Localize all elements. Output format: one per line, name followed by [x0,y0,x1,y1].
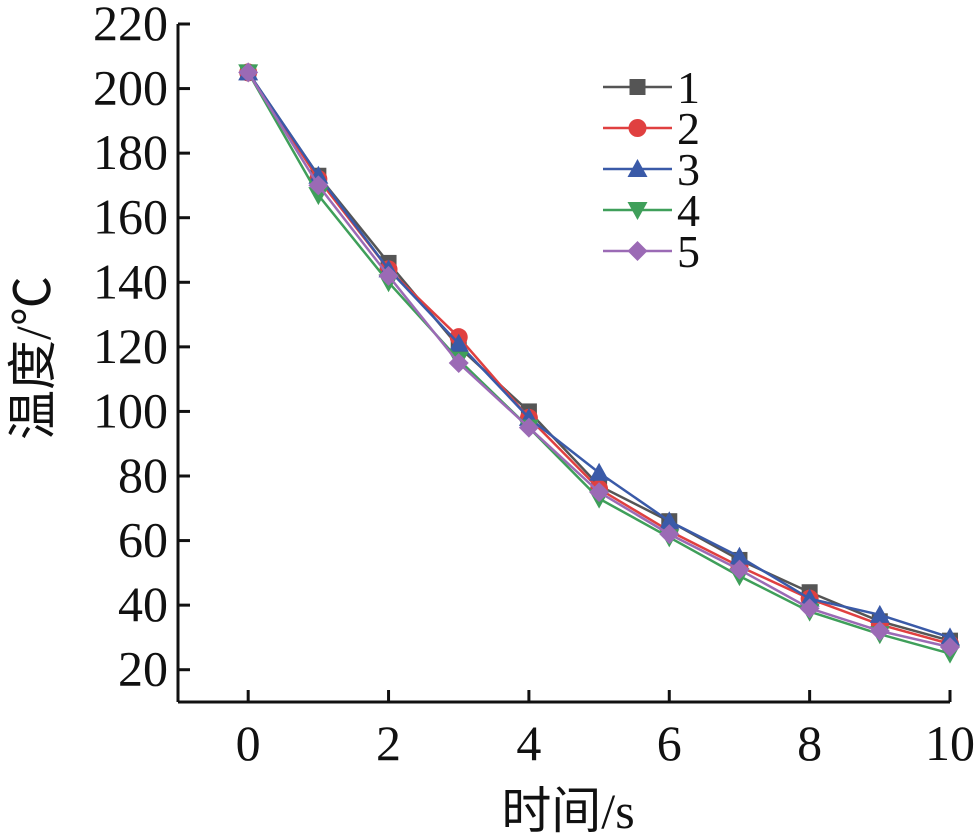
data-point [869,604,890,623]
series-line [247,71,951,649]
legend-item-2: 2 [603,103,700,154]
data-point [729,559,750,580]
series-3 [238,62,960,646]
series-group [238,62,960,664]
data-point [799,588,820,607]
y-tick-label: 140 [93,253,168,309]
series-4 [238,64,960,664]
y-tick-label: 60 [118,512,168,568]
y-tick-label: 120 [93,318,168,374]
axes [176,24,950,704]
data-point [940,627,960,646]
x-tick-label: 10 [925,715,974,771]
series-2 [239,63,959,653]
legend-label: 4 [677,185,700,236]
data-point [308,175,329,196]
data-point [869,620,890,641]
legend-marker [627,159,648,177]
legend-marker [629,79,646,95]
x-axis-label: 时间/s [501,783,634,838]
legend-label: 3 [677,144,700,195]
x-tick-label: 4 [516,715,541,771]
data-point [659,524,680,545]
y-tick-label: 200 [93,60,168,116]
series-1 [240,64,958,649]
legend-label: 1 [677,62,700,113]
x-tick-label: 2 [376,715,401,771]
data-point [589,462,610,481]
data-point [589,482,610,503]
legend-label: 2 [677,103,700,154]
x-tick-label: 0 [236,715,261,771]
data-point [799,598,820,619]
legend-item-5: 5 [603,226,700,277]
series-line [247,71,951,639]
x-tick-label: 6 [657,715,682,771]
legend-marker [627,241,648,261]
data-point [448,333,469,352]
data-point [238,62,259,83]
data-point [729,546,750,565]
y-tick-label: 220 [93,0,168,51]
legend-label: 5 [677,226,700,277]
data-point [448,353,469,373]
data-point [518,417,539,438]
y-tick-label: 100 [93,382,168,438]
ticks: 20 40 60 80 100 120 140 160 180 200 220 0 2 4 6 8 10 [93,0,974,771]
series-line [247,71,951,646]
series-5 [238,62,960,658]
y-tick-label: 40 [118,576,168,632]
legend-item-3: 3 [603,144,700,195]
series-line [247,71,951,655]
data-point [940,637,960,658]
y-tick-label: 20 [118,641,168,697]
y-tick-label: 160 [93,189,168,245]
legend-item-1: 1 [603,62,700,113]
legend-item-4: 4 [603,185,700,236]
y-axis-label: 温度/℃ [5,276,61,440]
legend-marker [628,119,647,137]
data-point [378,265,399,286]
x-tick-label: 8 [797,715,822,771]
legend-marker [627,202,648,220]
data-point [659,511,680,530]
series-line [247,71,951,642]
y-tick-label: 80 [118,447,168,503]
y-tick-label: 180 [93,124,168,180]
